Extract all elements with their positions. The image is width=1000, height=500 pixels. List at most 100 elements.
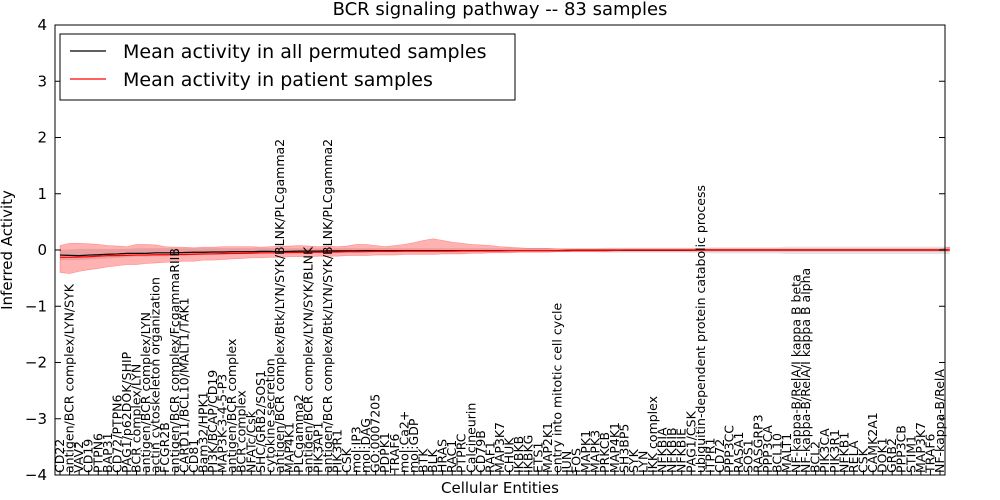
x-tick-label: MAPK1 bbox=[578, 430, 593, 473]
x-tick-label: antigen/BCR complex/Btk/LYN/SYK/BLNK/PLC… bbox=[272, 139, 287, 473]
x-tick-label: PIK3R1 bbox=[329, 429, 344, 473]
x-tick-label: Calcineurin bbox=[463, 403, 478, 473]
x-tick-label: PLCgamma2 bbox=[291, 394, 306, 473]
x-tick-label: PIK3R1 bbox=[827, 429, 842, 473]
x-tick-label: CD79B bbox=[473, 430, 488, 473]
x-tick-label: PPP3CC bbox=[722, 425, 737, 473]
x-tick-label: PIK3AP1 bbox=[310, 422, 325, 473]
x-tick-label: RASA1 bbox=[731, 432, 746, 473]
x-tick-label: HRAS bbox=[435, 439, 450, 473]
x-tick-label: MAP4K1 bbox=[282, 422, 297, 473]
y-tick-label: 1 bbox=[37, 185, 47, 203]
x-tick-label: ITPR1 bbox=[702, 438, 717, 474]
x-tick-label: NFKBIB bbox=[664, 427, 679, 473]
y-tick-label: −2 bbox=[25, 354, 47, 372]
x-tick-label: BTK bbox=[415, 448, 430, 473]
y-tick-label: 0 bbox=[37, 241, 47, 259]
y-axis-title: Inferred Activity bbox=[0, 190, 16, 310]
x-tick-label: CD22 bbox=[52, 439, 67, 473]
x-tick-label: FOS bbox=[569, 448, 584, 473]
x-tick-label: TRAF6 bbox=[387, 433, 402, 474]
x-tick-label: PAG1/CSK bbox=[683, 410, 698, 473]
x-tick-label: PPP3CB bbox=[894, 425, 909, 473]
x-tick-label: PDPK1 bbox=[377, 432, 392, 473]
x-tick-label: entry into mitotic cell cycle bbox=[549, 303, 564, 473]
y-tick-label: −3 bbox=[25, 410, 47, 428]
x-tick-label: PTPRC bbox=[454, 433, 469, 473]
x-tick-label: JUN bbox=[559, 451, 574, 474]
x-tick-label: antigen/BCR complex bbox=[224, 339, 239, 473]
x-tick-label: RASGRP3 bbox=[750, 414, 765, 473]
x-tick-label: DOK1 bbox=[875, 437, 890, 473]
x-tick-label: cytokine secretion bbox=[262, 358, 277, 473]
confidence-bands bbox=[59, 238, 950, 274]
x-tick-label: SOS1 bbox=[741, 439, 756, 473]
y-tick-label: 3 bbox=[37, 72, 47, 90]
x-tick-label: MAP3K7 bbox=[492, 422, 507, 473]
x-tick-label: LYN bbox=[635, 451, 650, 473]
x-tick-label: BLK bbox=[425, 448, 440, 473]
x-tick-label: MAP4K1 bbox=[607, 422, 622, 473]
x-tick-label: CSK bbox=[855, 447, 870, 473]
x-tick-label: CD72/PTPN6 bbox=[109, 394, 124, 473]
x-tick-label: CD81 bbox=[186, 439, 201, 473]
chart-title: BCR signaling pathway -- 83 samples bbox=[333, 0, 668, 20]
x-tick-label: MAP2K1 bbox=[540, 422, 555, 473]
x-tick-label: PI3K/BCAP/CD19 bbox=[205, 370, 220, 473]
x-tick-label: mol:GDP bbox=[406, 418, 421, 473]
x-tick-label: FCGR2B bbox=[157, 422, 172, 473]
x-tick-label: antigen/BCR complex/LYN/SYK/BLNK bbox=[301, 246, 316, 473]
x-tick-label: RAC1 bbox=[444, 440, 459, 473]
x-tick-label: CAMK2A1 bbox=[865, 412, 880, 473]
legend: Mean activity in all permuted samples Me… bbox=[59, 33, 516, 101]
x-tick-label: PTPN6 bbox=[90, 433, 105, 473]
x-tick-label: NFKBIA bbox=[655, 427, 670, 473]
x-tick-label: antigen/BCR complex/LYN/SYK bbox=[62, 283, 77, 473]
x-tick-label: NF-kappa-B/RelA/I kappa B beta bbox=[789, 274, 804, 473]
x-tick-label: BCL2 bbox=[808, 441, 823, 473]
x-tick-label: CHUK bbox=[502, 437, 517, 473]
x-tick-label: antigen/BCR complex/FcgammaRIIB bbox=[167, 248, 182, 473]
x-tick-label: TRAF6 bbox=[922, 433, 937, 474]
x-tick-label: CD72 bbox=[712, 439, 727, 473]
x-tick-label: BCL10 bbox=[769, 433, 784, 473]
x-tick-label: Bam32/HPK1 bbox=[195, 391, 210, 473]
x-tick-label: BAP31 bbox=[100, 432, 115, 473]
x-tick-label: ubiquitin-dependent protein catabolic pr… bbox=[693, 185, 708, 473]
x-tick-label: MAPK3 bbox=[588, 430, 603, 473]
x-tick-label: VAV2 bbox=[71, 441, 86, 473]
y-tick-label: 2 bbox=[37, 129, 47, 147]
x-tick-label: STIM1 bbox=[903, 435, 918, 473]
x-tick-label: PRKCB bbox=[597, 432, 612, 473]
x-tick-label: SHC/GRB2/SOS1 bbox=[253, 370, 268, 473]
y-tick-label: −1 bbox=[25, 297, 47, 315]
x-tick-label: mol:IP3 bbox=[349, 426, 364, 473]
patient-samples-band bbox=[59, 238, 950, 274]
x-tick-label: SH3BP5 bbox=[616, 424, 631, 473]
x-tick-label: ETS1 bbox=[530, 442, 545, 473]
x-tick-label: RELA bbox=[846, 440, 861, 473]
x-tick-label: MAP3K7 bbox=[913, 422, 928, 473]
x-tick-label: NFKB1 bbox=[836, 432, 851, 473]
x-tick-label: NF-kappa-B/RelA bbox=[932, 369, 947, 473]
x-tick-label: NFATc/Csk bbox=[243, 410, 258, 473]
x-tick-label: RAF1 bbox=[482, 441, 497, 473]
x-tick-label: mol:DAG bbox=[358, 418, 373, 473]
x-tick-label: IKK complex bbox=[645, 396, 660, 473]
x-tick-label: NFKBIE bbox=[674, 428, 689, 473]
x-tick-label: BCR complex/LYN bbox=[129, 364, 144, 473]
legend-box bbox=[59, 33, 516, 101]
x-tick-label: GO:0007205 bbox=[368, 394, 383, 473]
y-tick-label: 4 bbox=[37, 16, 47, 34]
x-tick-label: antigen/BCR complex/Btk/LYN/SYK/BLNK/PLC… bbox=[320, 139, 335, 473]
x-tick-label: MALT1 bbox=[779, 433, 794, 473]
x-tick-label: IKBKB bbox=[511, 436, 526, 473]
x-tick-label: NF-kappa-B/RelA/I kappa B alpha bbox=[798, 268, 813, 473]
patient-mean-line bbox=[60, 249, 950, 258]
y-axis: 4 3 2 1 0 −1 −2 −3 −4 bbox=[25, 16, 945, 484]
x-tick-label: CD19 bbox=[81, 439, 96, 473]
x-tick-label: MAP3K-3-4-5-P3 bbox=[215, 374, 230, 473]
